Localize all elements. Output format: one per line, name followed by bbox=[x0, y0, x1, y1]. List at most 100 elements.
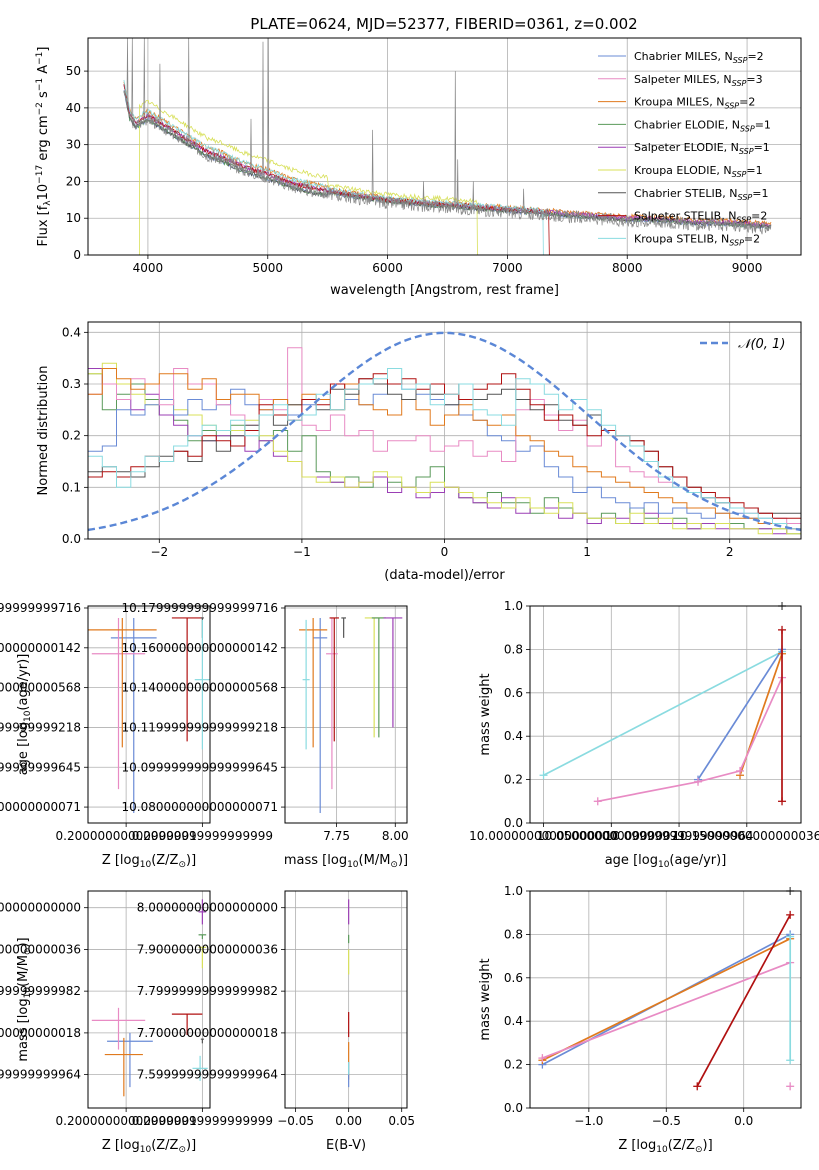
y-tick-label: 7.70000000000000018 bbox=[0, 1026, 81, 1040]
panels: 4000 5000 6000 7000 8000 900001020304050wavel… bbox=[0, 37, 819, 1155]
x-tick-label: −0.05 bbox=[277, 1114, 314, 1128]
y-axis-label: Flux [fλ10−17 erg cm−2 s−1 A−1] bbox=[35, 47, 53, 247]
legend-entry: Salpeter STELIB, NSSP=2 bbox=[634, 210, 767, 225]
model-spectrum bbox=[123, 84, 550, 255]
y-tick-label: 20 bbox=[66, 174, 81, 188]
y-tick-label: 0.8 bbox=[504, 927, 523, 941]
y-axis-label: mass [log10(M/M⊙)] bbox=[16, 937, 33, 1061]
y-tick-label: 7.70000000000000018 bbox=[137, 1026, 278, 1040]
y-tick-label: 10.080000000000000071 bbox=[121, 800, 278, 814]
legend-entry: Chabrier ELODIE, NSSP=1 bbox=[634, 118, 771, 133]
y-tick-label: 10.179999999999999716 bbox=[0, 601, 81, 615]
residual-histograms bbox=[88, 331, 801, 535]
errorbars bbox=[91, 899, 208, 1097]
x-tick-label: 0.29999999999999999 bbox=[132, 829, 273, 843]
weight-series bbox=[696, 914, 791, 1087]
y-tick-label: 10.160000000000000142 bbox=[121, 641, 278, 655]
x-tick-label: 10.15000000000000036 bbox=[672, 829, 819, 843]
x-axis-label: Z [log10(Z/Z⊙)] bbox=[102, 853, 196, 870]
errorbars bbox=[299, 617, 403, 814]
y-tick-label: 7.59999999999999964 bbox=[0, 1068, 81, 1082]
x-tick-label: 9000 bbox=[732, 261, 763, 275]
axes-frame bbox=[87, 890, 211, 1109]
y-tick-label: 7.59999999999999964 bbox=[137, 1068, 278, 1082]
axes-frame bbox=[87, 321, 802, 540]
x-tick-label: 0.29999999999999999 bbox=[132, 1114, 273, 1128]
x-tick-label: 0.0 bbox=[734, 1114, 753, 1128]
y-tick-label: 10.160000000000000142 bbox=[0, 641, 81, 655]
panel-weight_vs_age: 10.0000000000000000010.05000000000000071… bbox=[469, 599, 819, 843]
x-axis-label: Z [log10(Z/Z⊙)] bbox=[102, 1138, 196, 1155]
weight-series bbox=[542, 937, 791, 1062]
y-tick-label: 1.0 bbox=[504, 599, 523, 613]
weight-series bbox=[597, 677, 783, 803]
y-tick-label: 8.00000000000000000 bbox=[0, 901, 81, 915]
x-tick-label: 7000 bbox=[492, 261, 523, 275]
model-spectrum bbox=[123, 79, 544, 255]
x-tick-label: −1 bbox=[293, 545, 311, 559]
y-tick-label: 10.119999999999999218 bbox=[0, 720, 81, 734]
x-tick-label: 10.05000000000000071 bbox=[537, 829, 686, 843]
axes-frame bbox=[529, 890, 802, 1109]
panel-weight_vs_Z: −1.0 −0.5 0.0 0.0 0.2 0.4 0.6 0.8 1.0 bbox=[504, 884, 801, 1128]
y-tick-label: 10.179999999999999716 bbox=[121, 601, 278, 615]
x-tick-label: −2 bbox=[150, 545, 168, 559]
x-axis-label: wavelength [Angstrom, rest frame] bbox=[330, 283, 559, 298]
y-tick-label: 0.1 bbox=[62, 480, 81, 494]
legend-entry: 𝒩(0, 1) bbox=[738, 337, 785, 352]
y-axis-label: age [log10(age/yr)] bbox=[16, 654, 33, 776]
x-tick-label: 8000 bbox=[612, 261, 643, 275]
y-axis-label: Normed distribution bbox=[36, 366, 51, 496]
legend-entry: Chabrier STELIB, NSSP=1 bbox=[634, 187, 768, 202]
y-tick-label: 0.4 bbox=[504, 729, 523, 743]
y-tick-label: 0.2 bbox=[504, 1058, 523, 1072]
axes-frame bbox=[87, 37, 802, 256]
x-tick-label: 0.20000000000000001 bbox=[56, 1114, 197, 1128]
legend-entry: Kroupa ELODIE, NSSP=1 bbox=[634, 164, 763, 179]
x-tick-label: 6000 bbox=[372, 261, 403, 275]
x-tick-label: 0.00 bbox=[335, 1114, 362, 1128]
y-tick-label: 7.79999999999999982 bbox=[137, 984, 278, 998]
normal-curve bbox=[88, 331, 801, 532]
figure-title: PLATE=0624, MJD=52377, FIBERID=0361, z=0… bbox=[250, 15, 637, 33]
errorbars bbox=[88, 617, 210, 814]
x-tick-label: 0.05 bbox=[388, 1114, 415, 1128]
y-tick-label: 0 bbox=[73, 248, 81, 262]
y-tick-label: 1.0 bbox=[504, 884, 523, 898]
weight-series bbox=[542, 961, 791, 1059]
y-tick-label: 10.099999999999999645 bbox=[0, 760, 81, 774]
y-tick-label: 0.3 bbox=[62, 377, 81, 391]
y-tick-label: 10.140000000000000568 bbox=[0, 681, 81, 695]
x-tick-label: 10.09999999999999964 bbox=[605, 829, 754, 843]
y-tick-label: 0.8 bbox=[504, 642, 523, 656]
y-tick-label: 10.080000000000000071 bbox=[0, 800, 81, 814]
histogram-series bbox=[88, 373, 801, 519]
y-tick-label: 10.099999999999999645 bbox=[121, 760, 278, 774]
y-tick-label: 10 bbox=[66, 211, 81, 225]
y-tick-label: 0.0 bbox=[62, 532, 81, 546]
axes-frame bbox=[284, 605, 408, 824]
x-tick-label: 10.00000000000000000 bbox=[469, 829, 618, 843]
x-axis-label: E(B-V) bbox=[326, 1138, 366, 1153]
model-spectrum bbox=[139, 99, 478, 255]
panel-mass_vs_ebv: −0.05 0.00 0.05 7.59999999999999964 7.700000… bbox=[137, 891, 415, 1128]
y-axis-label: mass weight bbox=[478, 958, 493, 1040]
x-tick-label: 7.75 bbox=[323, 829, 350, 843]
y-tick-label: 10.119999999999999218 bbox=[121, 720, 278, 734]
weight-series bbox=[543, 650, 783, 777]
y-tick-label: 0.4 bbox=[504, 1014, 523, 1028]
x-tick-label: 2 bbox=[726, 545, 734, 559]
x-tick-label: −0.5 bbox=[652, 1114, 681, 1128]
y-tick-label: 40 bbox=[66, 101, 81, 115]
y-tick-label: 7.79999999999999982 bbox=[0, 984, 81, 998]
y-tick-label: 0.6 bbox=[504, 971, 523, 985]
y-tick-label: 0.0 bbox=[504, 1101, 523, 1115]
legend-entry: Kroupa MILES, NSSP=2 bbox=[634, 96, 755, 111]
legend-entry: Salpeter ELODIE, NSSP=1 bbox=[634, 141, 770, 156]
spectrum-lines bbox=[123, 38, 772, 255]
model-spectrum bbox=[123, 90, 772, 230]
y-tick-label: 7.90000000000000036 bbox=[137, 942, 278, 956]
